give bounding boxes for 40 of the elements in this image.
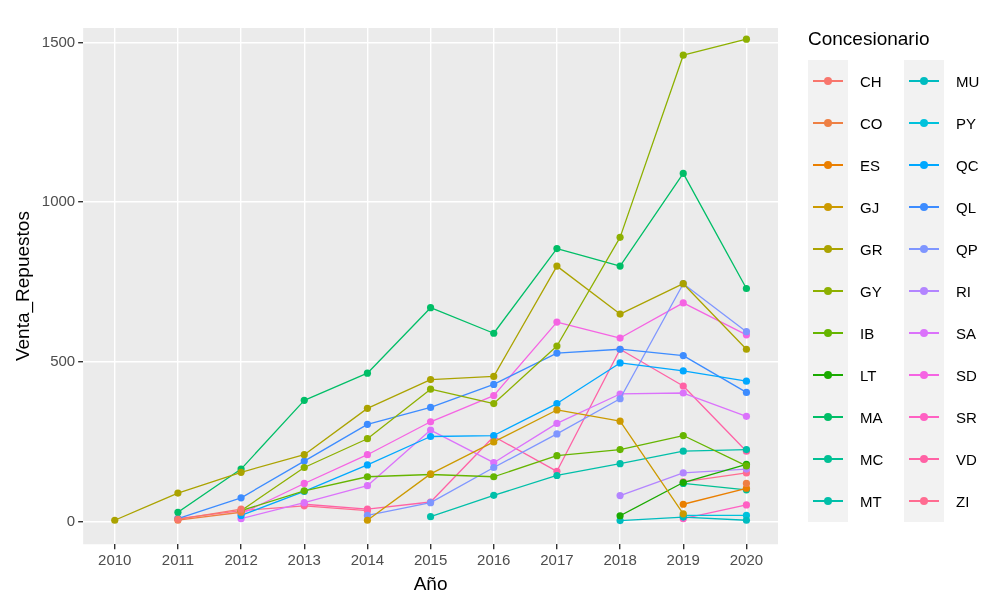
x-tick-label: 2013 — [287, 551, 321, 569]
y-tick-label: 1000 — [41, 192, 76, 210]
x-tick-label: 2017 — [540, 551, 574, 569]
legend-label: VD — [956, 450, 978, 468]
y-tick-label: 1500 — [41, 32, 76, 50]
x-axis-title: Año — [413, 572, 448, 594]
x-tick-label: 2014 — [350, 551, 385, 569]
x-tick-label: 2012 — [224, 551, 258, 569]
x-tick-label: 2015 — [413, 551, 448, 569]
y-tick-label: 500 — [50, 352, 76, 370]
legend-label: QL — [956, 198, 977, 216]
legend-label: PY — [956, 114, 977, 132]
legend-label: GR — [860, 240, 884, 258]
y-tick-label: 0 — [66, 511, 76, 529]
x-tick-label: 2011 — [161, 551, 195, 569]
legend-label: SD — [956, 366, 978, 384]
legend-label: MU — [956, 72, 981, 90]
legend-label: IB — [860, 324, 876, 342]
legend-label: GJ — [860, 198, 881, 216]
legend-label: QP — [956, 240, 979, 258]
legend-label: CH — [860, 72, 883, 90]
legend-label: MC — [860, 450, 885, 468]
x-tick-label: 2020 — [729, 551, 764, 569]
legend-label: RI — [956, 282, 972, 300]
legend-label: MT — [860, 492, 883, 510]
legend-label: MA — [860, 408, 884, 426]
legend-label: ES — [860, 156, 881, 174]
legend-label: LT — [860, 366, 878, 384]
legend-label: CO — [860, 114, 884, 132]
y-axis-title: Venta_Repuestos — [11, 211, 34, 362]
legend-title: Concesionario — [808, 28, 931, 50]
x-tick-label: 2016 — [477, 551, 511, 569]
legend-label: SR — [956, 408, 978, 426]
legend-label: GY — [860, 282, 883, 300]
x-tick-label: 2010 — [98, 551, 132, 569]
x-tick-label: 2019 — [666, 551, 700, 569]
x-tick-label: 2018 — [603, 551, 637, 569]
legend-label: SA — [956, 324, 977, 342]
legend-label: QC — [956, 156, 980, 174]
legend-label: ZI — [956, 492, 971, 510]
